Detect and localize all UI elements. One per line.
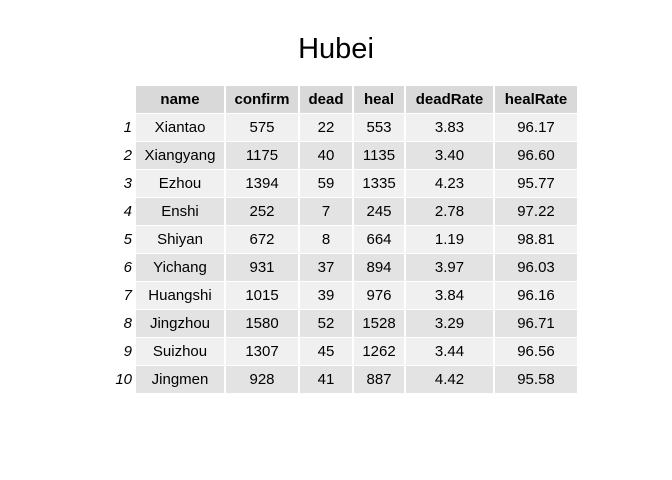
table-cell-confirm: 1175: [226, 142, 298, 170]
table-cell-name: Xiantao: [136, 114, 224, 142]
table-cell-heal: 1135: [354, 142, 404, 170]
row-index: 2: [100, 142, 134, 170]
table-cell-dead: 40: [300, 142, 352, 170]
table-cell-heal: 976: [354, 282, 404, 310]
row-index: 4: [100, 198, 134, 226]
data-table: name confirm dead heal deadRate healRate 1 Xian…: [100, 86, 577, 394]
table-cell-healRate: 95.77: [495, 170, 577, 198]
table-cell-deadRate: 2.78: [406, 198, 493, 226]
row-index: 6: [100, 254, 134, 282]
table-cell-name: Jingmen: [136, 366, 224, 394]
table-cell-name: Jingzhou: [136, 310, 224, 338]
table-cell-heal: 664: [354, 226, 404, 254]
table-cell-name: Ezhou: [136, 170, 224, 198]
column-header-heal: heal: [354, 86, 404, 114]
table-cell-healRate: 96.17: [495, 114, 577, 142]
table-cell-heal: 1262: [354, 338, 404, 366]
row-index: 8: [100, 310, 134, 338]
column-header-confirm: confirm: [226, 86, 298, 114]
table-cell-confirm: 575: [226, 114, 298, 142]
table-cell-deadRate: 3.97: [406, 254, 493, 282]
table-cell-heal: 894: [354, 254, 404, 282]
table-cell-deadRate: 3.40: [406, 142, 493, 170]
table-cell-name: Shiyan: [136, 226, 224, 254]
table-cell-heal: 245: [354, 198, 404, 226]
table-cell-healRate: 96.03: [495, 254, 577, 282]
table-cell-dead: 37: [300, 254, 352, 282]
table-cell-deadRate: 4.42: [406, 366, 493, 394]
column-header-name: name: [136, 86, 224, 114]
table-cell-dead: 59: [300, 170, 352, 198]
table-cell-deadRate: 3.44: [406, 338, 493, 366]
table-cell-confirm: 252: [226, 198, 298, 226]
table-cell-dead: 39: [300, 282, 352, 310]
table-title: Hubei: [298, 33, 374, 65]
table-cell-name: Huangshi: [136, 282, 224, 310]
table-cell-deadRate: 1.19: [406, 226, 493, 254]
table-cell-healRate: 95.58: [495, 366, 577, 394]
column-header-deadRate: deadRate: [406, 86, 493, 114]
table-cell-name: Enshi: [136, 198, 224, 226]
table-cell-confirm: 1580: [226, 310, 298, 338]
table-cell-dead: 41: [300, 366, 352, 394]
table-cell-healRate: 96.71: [495, 310, 577, 338]
table-cell-deadRate: 4.23: [406, 170, 493, 198]
header-corner: [100, 86, 134, 114]
table-cell-healRate: 98.81: [495, 226, 577, 254]
table-cell-deadRate: 3.84: [406, 282, 493, 310]
row-index: 10: [100, 366, 134, 394]
table-cell-healRate: 96.56: [495, 338, 577, 366]
table-cell-dead: 52: [300, 310, 352, 338]
table-cell-confirm: 931: [226, 254, 298, 282]
table-cell-dead: 7: [300, 198, 352, 226]
table-cell-deadRate: 3.83: [406, 114, 493, 142]
row-index: 9: [100, 338, 134, 366]
table-cell-heal: 887: [354, 366, 404, 394]
table-cell-deadRate: 3.29: [406, 310, 493, 338]
table-cell-healRate: 96.16: [495, 282, 577, 310]
table-cell-dead: 22: [300, 114, 352, 142]
table-cell-dead: 45: [300, 338, 352, 366]
table-cell-healRate: 97.22: [495, 198, 577, 226]
column-header-healRate: healRate: [495, 86, 577, 114]
table-cell-name: Yichang: [136, 254, 224, 282]
table-cell-confirm: 928: [226, 366, 298, 394]
column-header-dead: dead: [300, 86, 352, 114]
table-cell-confirm: 1394: [226, 170, 298, 198]
row-index: 1: [100, 114, 134, 142]
row-index: 5: [100, 226, 134, 254]
table-cell-heal: 1335: [354, 170, 404, 198]
table-cell-confirm: 672: [226, 226, 298, 254]
table-cell-name: Suizhou: [136, 338, 224, 366]
row-index: 7: [100, 282, 134, 310]
table-cell-dead: 8: [300, 226, 352, 254]
table-cell-heal: 1528: [354, 310, 404, 338]
table-cell-confirm: 1015: [226, 282, 298, 310]
table-cell-healRate: 96.60: [495, 142, 577, 170]
table-cell-confirm: 1307: [226, 338, 298, 366]
table-cell-heal: 553: [354, 114, 404, 142]
row-index: 3: [100, 170, 134, 198]
table-cell-name: Xiangyang: [136, 142, 224, 170]
